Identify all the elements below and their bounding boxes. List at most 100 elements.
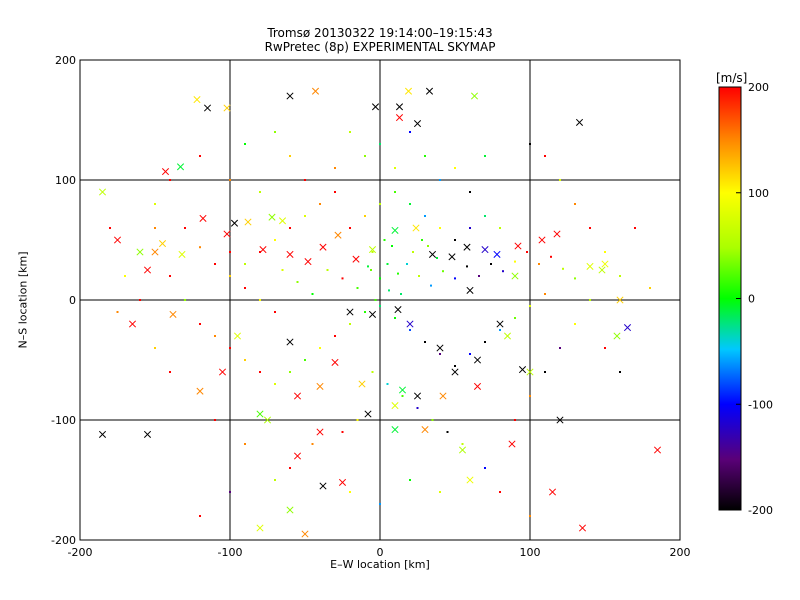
scatter-x-marker xyxy=(178,250,186,258)
scatter-dot xyxy=(214,335,216,337)
scatter-x-marker xyxy=(143,430,152,438)
scatter-dot xyxy=(184,227,186,229)
scatter-x-marker xyxy=(391,226,399,234)
scatter-dot xyxy=(341,431,344,433)
scatter-dot xyxy=(484,467,486,469)
scatter-x-marker xyxy=(223,104,231,112)
scatter-dot xyxy=(169,179,171,181)
scatter-dot xyxy=(416,407,419,409)
grid-lines xyxy=(80,60,680,540)
scatter-dot xyxy=(446,431,449,433)
scatter-x-marker xyxy=(503,332,512,340)
scatter-x-marker xyxy=(553,230,561,238)
scatter-x-marker xyxy=(394,306,402,314)
scatter-dot xyxy=(109,227,111,229)
scatter-dot xyxy=(562,267,564,270)
scatter-dot xyxy=(341,277,344,280)
scatter-dot xyxy=(634,227,636,229)
colorbar-tick-label: -100 xyxy=(748,398,773,411)
scatter-x-marker xyxy=(473,356,482,364)
x-tick-label: 0 xyxy=(377,546,384,559)
scatter-x-marker xyxy=(518,366,527,374)
scatter-dot xyxy=(274,383,276,385)
scatter-x-marker xyxy=(470,92,479,100)
scatter-dot xyxy=(529,515,531,517)
scatter-x-marker xyxy=(278,217,287,225)
scatter-dot xyxy=(349,227,351,229)
scatter-x-marker xyxy=(613,332,621,340)
scatter-x-marker xyxy=(113,236,122,244)
x-tick-label: 100 xyxy=(520,546,541,559)
scatter-x-marker xyxy=(143,266,152,274)
scatter-dot xyxy=(367,265,369,268)
scatter-dot xyxy=(461,443,464,445)
scatter-dot xyxy=(484,155,486,157)
scatter-dot xyxy=(379,203,381,205)
scatter-dot xyxy=(319,203,321,205)
colorbar-tick-label: -200 xyxy=(748,504,773,517)
scatter-dot xyxy=(374,299,377,301)
scatter-dot xyxy=(499,491,501,493)
scatter-x-marker xyxy=(598,266,606,274)
scatter-x-marker xyxy=(586,262,594,270)
scatter-dot xyxy=(538,263,540,265)
scatter-dot xyxy=(589,299,591,301)
scatter-x-marker xyxy=(218,368,227,376)
scatter-x-marker xyxy=(286,338,294,346)
scatter-dot xyxy=(386,263,389,265)
scatter-dot xyxy=(304,215,306,217)
scatter-dot xyxy=(469,353,471,355)
scatter-dot xyxy=(244,263,246,265)
scatter-x-marker xyxy=(256,524,264,532)
scatter-dot xyxy=(421,239,423,241)
scatter-x-marker xyxy=(514,242,522,250)
scatter-x-marker xyxy=(233,332,242,340)
scatter-x-marker xyxy=(128,320,137,328)
scatter-dot xyxy=(289,467,291,469)
scatter-x-marker xyxy=(398,386,407,394)
scatter-x-marker xyxy=(230,219,239,227)
y-axis-label: N–S location [km] xyxy=(16,251,30,349)
scatter-dot xyxy=(649,287,651,289)
y-tick-label: -100 xyxy=(51,414,76,427)
scatter-dot xyxy=(412,251,414,253)
scatter-dot xyxy=(394,167,396,169)
scatter-dot xyxy=(274,311,276,313)
x-axis-label: E–W location [km] xyxy=(330,558,430,571)
scatter-x-marker xyxy=(319,482,327,490)
scatter-x-marker xyxy=(286,250,294,258)
scatter-dot xyxy=(229,251,231,253)
scatter-dot xyxy=(466,265,468,268)
scatter-dot xyxy=(334,191,336,193)
scatter-x-marker xyxy=(316,428,324,436)
scatter-dot xyxy=(386,383,389,385)
scatter-x-marker xyxy=(334,231,342,239)
scatter-dot xyxy=(391,245,393,247)
scatter-x-marker xyxy=(526,368,534,376)
scatter-dot xyxy=(526,251,528,253)
scatter-dot xyxy=(289,227,291,229)
scatter-dot xyxy=(397,272,399,275)
scatter-dot xyxy=(199,515,201,517)
scatter-dot xyxy=(499,227,501,229)
y-tick-label: -200 xyxy=(51,534,76,547)
scatter-dot xyxy=(454,239,456,241)
scatter-dot xyxy=(169,275,171,277)
scatter-dot xyxy=(427,245,429,247)
scatter-x-marker xyxy=(293,392,302,400)
scatter-dot xyxy=(379,305,381,307)
scatter-x-marker xyxy=(346,308,354,316)
scatter-dot xyxy=(364,215,366,217)
scatter-x-marker xyxy=(98,430,107,438)
scatter-x-marker xyxy=(136,248,144,256)
scatter-x-marker xyxy=(496,320,504,328)
scatter-x-marker xyxy=(481,246,489,254)
scatter-dot xyxy=(409,329,411,331)
scatter-dot xyxy=(154,347,156,349)
scatter-x-marker xyxy=(428,250,437,258)
scatter-dot xyxy=(379,277,381,280)
scatter-dot xyxy=(214,263,216,265)
scatter-dot xyxy=(364,311,366,313)
scatter-x-marker xyxy=(371,103,380,111)
